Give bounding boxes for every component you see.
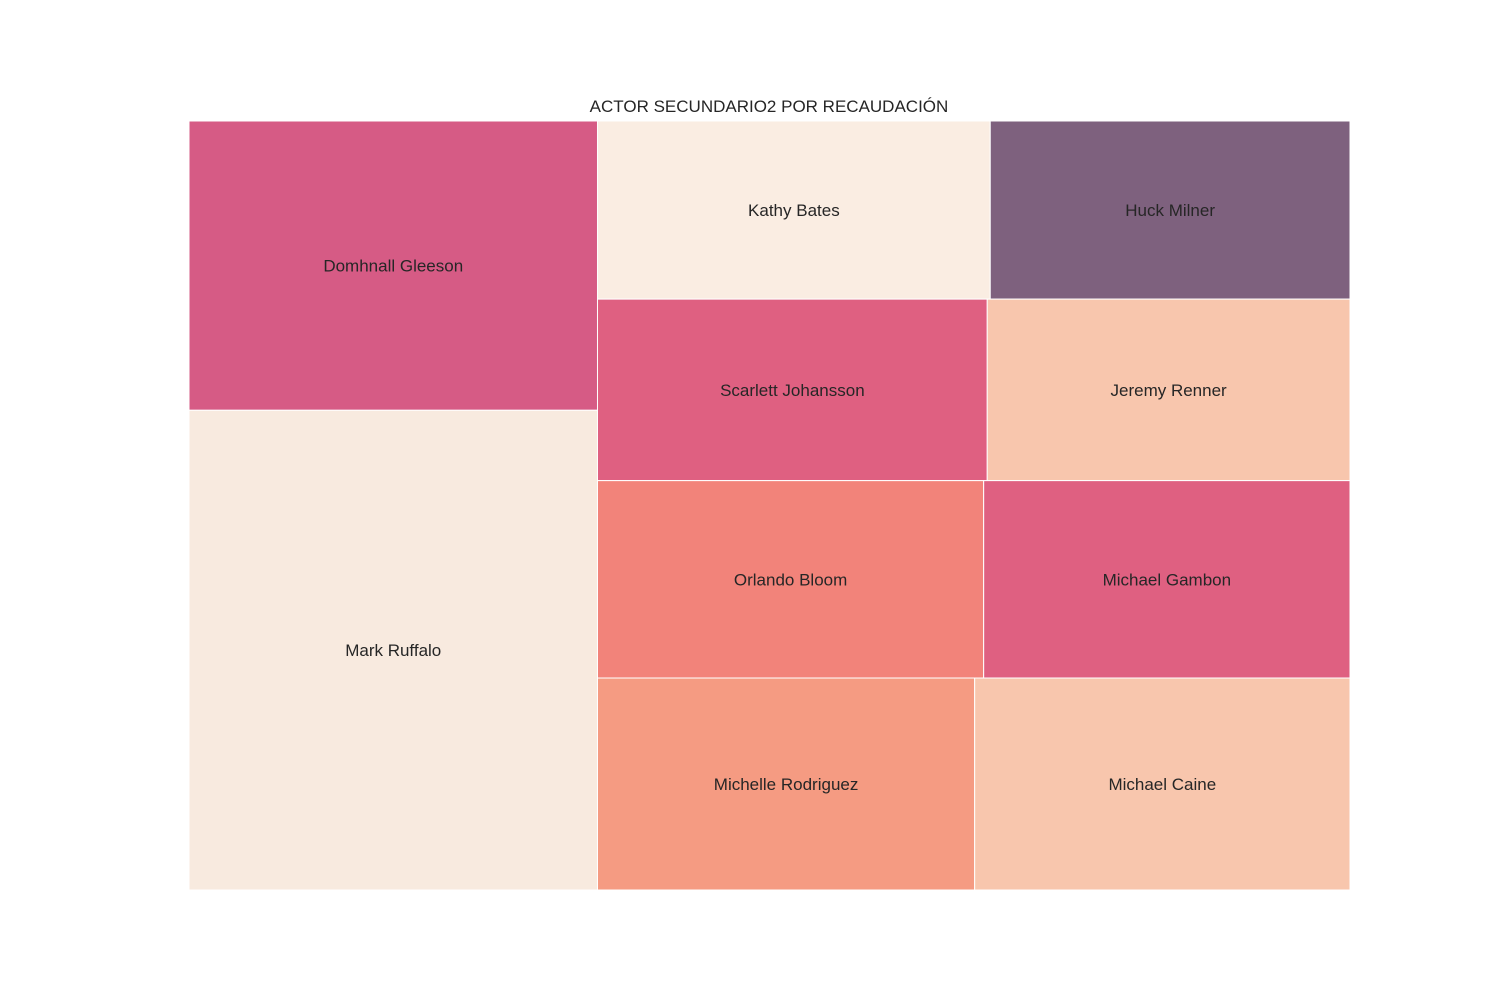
tile-label-michael-gambon: Michael Gambon (1103, 570, 1232, 589)
tile-domhnall-gleeson (188, 120, 598, 411)
tile-label-michelle-rodriguez: Michelle Rodriguez (714, 775, 859, 794)
chart-title: ACTOR SECUNDARIO2 POR RECAUDACIÓN (590, 97, 949, 116)
tile-label-orlando-bloom: Orlando Bloom (734, 570, 847, 589)
tile-label-jeremy-renner: Jeremy Renner (1111, 381, 1228, 400)
tile-label-kathy-bates: Kathy Bates (748, 201, 840, 220)
tile-huck-milner (989, 120, 1351, 300)
tile-label-michael-caine: Michael Caine (1108, 775, 1216, 794)
tile-label-mark-ruffalo: Mark Ruffalo (345, 641, 441, 660)
tile-michael-caine (974, 677, 1351, 891)
tile-michelle-rodriguez (596, 677, 976, 891)
tile-label-scarlett-johansson: Scarlett Johansson (720, 381, 865, 400)
tile-label-huck-milner: Huck Milner (1125, 201, 1215, 220)
tile-kathy-bates (596, 120, 991, 300)
treemap-tiles: Domhnall Gleeson Mark Ruffalo Kathy Bates H… (188, 120, 1351, 891)
tile-orlando-bloom (596, 480, 985, 679)
tile-mark-ruffalo (188, 409, 598, 891)
tile-label-domhnall-gleeson: Domhnall Gleeson (323, 257, 463, 276)
tile-michael-gambon (983, 480, 1351, 679)
tile-scarlett-johansson (596, 298, 988, 482)
tile-jeremy-renner (986, 298, 1351, 482)
